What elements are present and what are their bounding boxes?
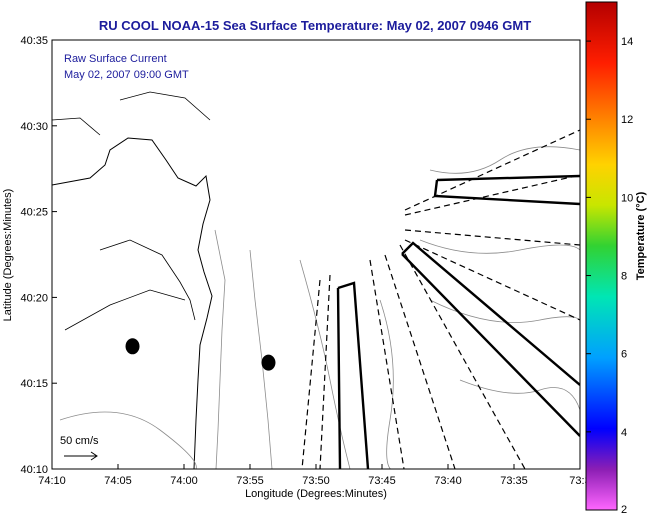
- current-vector: [9, 143, 15, 147]
- colorbar-tick-label: 8: [621, 271, 627, 283]
- scale-label: 50 cm/s: [60, 435, 99, 447]
- current-vector: [38, 147, 42, 163]
- current-vector: [0, 140, 2, 147]
- x-tick-label: 74:00: [170, 475, 198, 487]
- current-vector: [28, 143, 41, 146]
- inset-line-1: Raw Surface Current: [64, 53, 167, 65]
- map-layer: [0, 91, 580, 469]
- colorbar-ticks: 14 12 10 8 6 4 2: [586, 36, 633, 515]
- coastline-inland: [52, 91, 211, 331]
- current-vector: [18, 184, 29, 187]
- current-vector: [10, 160, 14, 166]
- y-tick-label: 40:30: [20, 121, 48, 133]
- colorbar-tick-label: 10: [621, 192, 633, 204]
- station-marker: [125, 338, 140, 355]
- inset-line-2: May 02, 2007 09:00 GMT: [64, 69, 189, 81]
- x-axis-label: Longitude (Degrees:Minutes): [245, 488, 387, 500]
- y-tick-label: 40:20: [20, 292, 48, 304]
- coastline: [52, 137, 213, 469]
- current-vector: [33, 202, 45, 205]
- x-tick-label: 73:40: [434, 475, 462, 487]
- current-vector: [23, 170, 32, 173]
- colorbar-tick-label: 14: [621, 36, 633, 48]
- y-axis: 40:35 40:30 40:25 40:20 40:15 40:10: [20, 35, 57, 476]
- y-tick-label: 40:15: [20, 378, 48, 390]
- current-vector: [16, 133, 28, 137]
- radar-beam-lines: [301, 129, 580, 469]
- beam-wedges: [336, 174, 580, 469]
- y-axis-label: Latitude (Degrees:Minutes): [2, 189, 14, 322]
- current-vector: [0, 151, 1, 155]
- chart-title: RU COOL NOAA-15 Sea Surface Temperature:…: [99, 18, 531, 33]
- y-tick-label: 40:25: [20, 207, 48, 219]
- current-vector: [23, 200, 30, 203]
- station-marker: [261, 354, 276, 371]
- current-vector: [19, 155, 31, 158]
- colorbar-tick-label: 6: [621, 349, 627, 361]
- x-tick-label: 74:10: [38, 475, 66, 487]
- x-tick-label: 73:35: [500, 475, 528, 487]
- current-vector: [42, 145, 46, 157]
- current-vector: [0, 129, 3, 139]
- current-vector: [9, 152, 18, 157]
- colorbar-tick-label: 2: [621, 504, 627, 515]
- x-tick-label: 73:45: [368, 475, 396, 487]
- current-vector: [9, 163, 18, 176]
- x-axis: 74:10 74:05 74:00 73:55 73:50 73:45 73:40 73:35…: [38, 464, 591, 487]
- x-tick-label: 73:50: [302, 475, 330, 487]
- plot-frame-bg: [52, 40, 580, 469]
- current-vector: [24, 154, 27, 164]
- station-markers: [125, 338, 276, 371]
- colorbar-label: Temperature (°C): [635, 191, 647, 280]
- x-tick-label: 74:05: [104, 475, 132, 487]
- colorbar-scale: [585, 1, 618, 511]
- current-vector: [19, 139, 30, 144]
- x-tick-label: 73:3: [569, 475, 590, 487]
- current-vector: [24, 182, 29, 196]
- plot-area: Raw Surface Current May 02, 2007 09:00 G…: [0, 39, 581, 470]
- current-vector: [38, 179, 44, 182]
- current-vector: [4, 180, 14, 183]
- scale-arrow: [64, 451, 98, 461]
- current-vector: [37, 159, 43, 175]
- y-tick-label: 40:35: [20, 35, 48, 47]
- colorbar-tick-label: 4: [621, 427, 627, 439]
- colorbar: 14 12 10 8 6 4 2 Temperature (°C): [585, 1, 647, 515]
- y-tick-label: 40:10: [20, 464, 48, 476]
- current-vector: [8, 130, 17, 138]
- colorbar-tick-label: 12: [621, 114, 633, 126]
- current-vector: [30, 192, 41, 195]
- x-tick-label: 73:55: [236, 475, 264, 487]
